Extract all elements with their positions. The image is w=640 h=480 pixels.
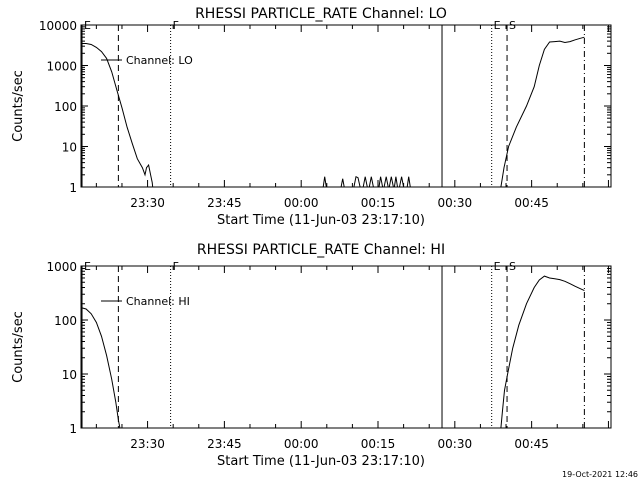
series-line	[406, 176, 411, 188]
series-line	[500, 36, 585, 188]
series-line	[399, 176, 405, 188]
y-axis-label: Counts/sec	[11, 70, 26, 142]
time-marker-label: E	[494, 19, 501, 32]
y-tick-label: 100	[54, 314, 77, 328]
x-tick-label: 00:45	[514, 196, 549, 210]
time-marker-label: F	[173, 260, 179, 273]
chart-title: RHESSI PARTICLE_RATE Channel: HI	[197, 242, 445, 258]
x-tick-label: 00:30	[438, 437, 473, 451]
plot-frame	[80, 265, 612, 429]
time-marker-label: E	[494, 260, 501, 273]
series-line	[378, 176, 384, 188]
series-line	[340, 178, 345, 188]
y-tick-label: 1000	[46, 260, 77, 274]
series-line	[80, 307, 121, 429]
time-marker-label: E	[84, 260, 91, 273]
time-marker-label: E	[84, 19, 91, 32]
chart-title: RHESSI PARTICLE_RATE Channel: LO	[195, 6, 447, 22]
time-marker-label: F	[173, 19, 179, 32]
y-tick-label: 1	[69, 422, 77, 436]
x-tick-label: 00:45	[514, 437, 549, 451]
y-tick-label: 10000	[39, 19, 77, 33]
legend-label: Channel: LO	[126, 54, 193, 67]
series-line	[388, 176, 394, 188]
y-tick-label: 100	[54, 100, 77, 114]
series-line	[353, 175, 361, 188]
x-tick-label: 00:00	[284, 196, 319, 210]
x-tick-label: 23:45	[207, 196, 242, 210]
y-tick-label: 10	[62, 368, 77, 382]
y-tick-label: 10	[62, 141, 77, 155]
series-line	[81, 43, 154, 188]
series-line	[393, 176, 398, 188]
legend-label: Channel: HI	[126, 295, 190, 308]
generation-timestamp: 19-Oct-2021 12:46	[562, 470, 638, 479]
x-tick-label: 00:15	[361, 437, 396, 451]
x-axis-label: Start Time (11-Jun-03 23:17:10)	[217, 454, 425, 469]
series-line	[500, 275, 585, 429]
series-line	[322, 176, 327, 188]
panel-hi-channel: RHESSI PARTICLE_RATE Channel: HI Start T…	[11, 242, 612, 469]
x-tick-label: 23:45	[207, 437, 242, 451]
y-tick-label: 1000	[46, 60, 77, 74]
x-tick-label: 23:30	[130, 437, 165, 451]
x-tick-label: 00:15	[361, 196, 396, 210]
x-axis-label: Start Time (11-Jun-03 23:17:10)	[217, 213, 425, 228]
x-tick-label: 23:30	[130, 196, 165, 210]
series-line	[362, 176, 368, 188]
series-line	[368, 176, 374, 188]
time-marker-label: S	[509, 260, 516, 273]
y-tick-label: 1	[69, 181, 77, 195]
series-line	[383, 176, 389, 188]
panel-lo-channel: RHESSI PARTICLE_RATE Channel: LO Start T…	[11, 6, 612, 228]
y-axis-label: Counts/sec	[11, 311, 26, 383]
x-tick-label: 00:30	[438, 196, 473, 210]
x-tick-label: 00:00	[284, 437, 319, 451]
plot-frame	[80, 24, 612, 188]
time-marker-label: S	[509, 19, 516, 32]
